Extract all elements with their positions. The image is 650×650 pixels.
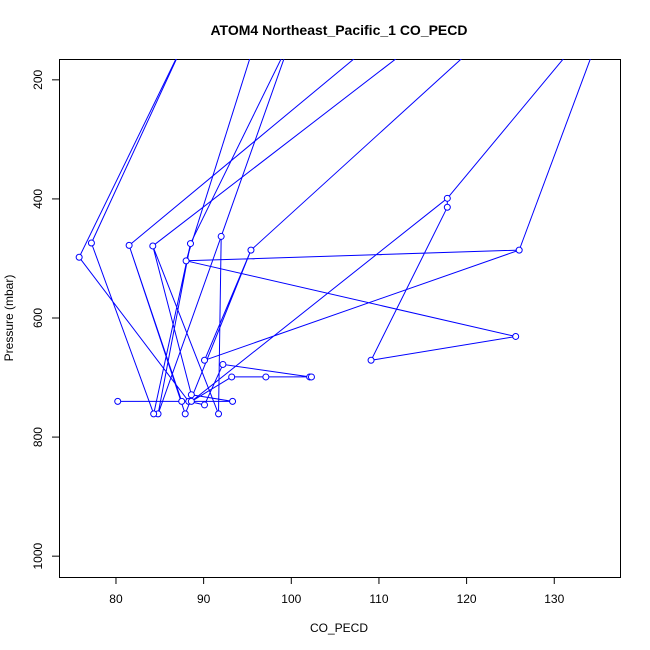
y-tick-label: 600 [31, 308, 45, 328]
y-axis-label: Pressure (mbar) [2, 275, 16, 362]
data-point [187, 397, 195, 405]
data-point [228, 373, 236, 381]
series-points [75, 194, 523, 418]
x-tick-label: 110 [369, 592, 388, 606]
data-point [515, 246, 523, 254]
data-point [307, 373, 315, 381]
x-tick-label: 130 [544, 592, 564, 606]
data-point [247, 246, 255, 254]
data-point [443, 194, 451, 202]
x-axis: 80 90 100 110 120 130 [109, 577, 565, 606]
data-point [182, 257, 190, 265]
data-point [229, 397, 237, 405]
offscale-segment [128, 59, 355, 246]
offscale-segment [518, 59, 591, 251]
offscale-segment [190, 59, 282, 244]
plot-frame [59, 59, 621, 578]
data-point [87, 239, 95, 247]
data-point [181, 410, 189, 418]
data-point [149, 242, 157, 250]
y-axis: 200 400 600 800 1000 [31, 70, 60, 570]
data-point [217, 232, 225, 240]
data-point [114, 397, 122, 405]
series-lines [78, 59, 591, 416]
data-point [219, 360, 227, 368]
data-point [215, 410, 223, 418]
offscale-segment [220, 59, 285, 237]
data-point [150, 410, 158, 418]
data-point [512, 332, 520, 340]
offscale-segment [446, 59, 564, 199]
y-tick-label: 400 [31, 189, 45, 209]
offscale-segment [185, 59, 251, 261]
chart-title: ATOM4 Northeast_Pacific_1 CO_PECD [210, 22, 467, 38]
y-tick-label: 200 [31, 70, 45, 90]
offscale-segment [78, 59, 177, 258]
x-axis-label: CO_PECD [310, 621, 368, 635]
data-point [178, 397, 186, 405]
data-point [187, 391, 195, 399]
y-tick-label: 1000 [31, 542, 45, 569]
data-point [75, 253, 83, 261]
x-tick-label: 90 [197, 592, 211, 606]
data-point [367, 356, 375, 364]
data-point [125, 241, 133, 249]
series-line [78, 197, 520, 416]
x-tick-label: 120 [457, 592, 477, 606]
data-point [443, 203, 451, 211]
data-point [186, 240, 194, 248]
x-tick-label: 80 [109, 592, 123, 606]
offscale-segment [90, 59, 178, 244]
x-tick-label: 100 [281, 592, 301, 606]
y-tick-label: 800 [31, 427, 45, 447]
data-point [262, 373, 270, 381]
offscale-segment [250, 59, 462, 251]
data-point [201, 401, 209, 409]
offscale-segment [152, 59, 397, 247]
data-point [201, 356, 209, 364]
